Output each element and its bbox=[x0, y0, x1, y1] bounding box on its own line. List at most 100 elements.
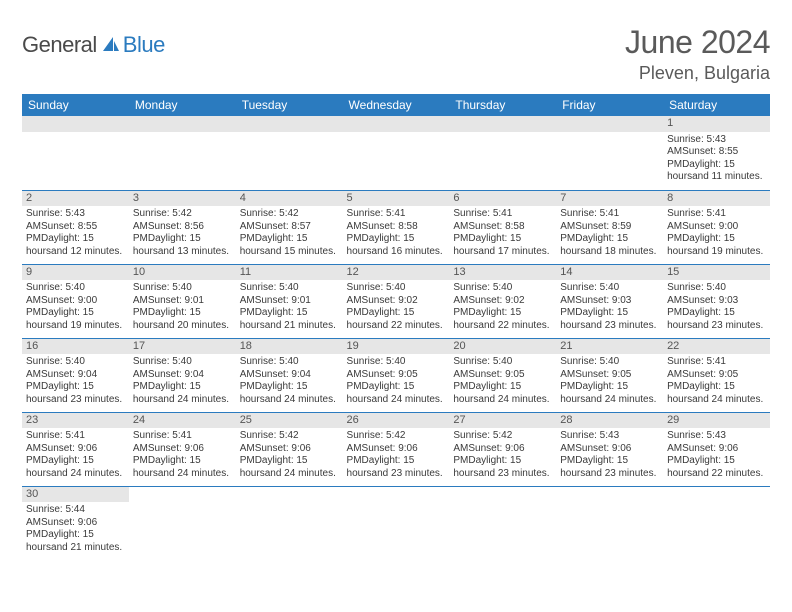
calendar-cell: 19Sunrise: 5:40 AMSunset: 9:05 PMDayligh… bbox=[343, 338, 450, 412]
calendar-table: Sunday Monday Tuesday Wednesday Thursday… bbox=[22, 94, 770, 560]
calendar-cell: 28Sunrise: 5:43 AMSunset: 9:06 PMDayligh… bbox=[556, 412, 663, 486]
title-block: June 2024 Pleven, Bulgaria bbox=[625, 24, 770, 84]
daylight-text: and 23 minutes. bbox=[372, 468, 443, 479]
calendar-cell: 29Sunrise: 5:43 AMSunset: 9:06 PMDayligh… bbox=[663, 412, 770, 486]
logo: General Blue bbox=[22, 32, 165, 58]
day-number: 12 bbox=[343, 265, 450, 281]
calendar-week-row: 1Sunrise: 5:43 AMSunset: 8:55 PMDaylight… bbox=[22, 116, 770, 190]
calendar-cell: 17Sunrise: 5:40 AMSunset: 9:04 PMDayligh… bbox=[129, 338, 236, 412]
day-number: 5 bbox=[343, 191, 450, 207]
day-number: 15 bbox=[663, 265, 770, 281]
day-number: 21 bbox=[556, 339, 663, 355]
day-number: 14 bbox=[556, 265, 663, 281]
calendar-cell: 10Sunrise: 5:40 AMSunset: 9:01 PMDayligh… bbox=[129, 264, 236, 338]
empty-day-strip bbox=[556, 116, 663, 132]
daylight-text: and 24 minutes. bbox=[692, 394, 763, 405]
day-number: 1 bbox=[663, 116, 770, 132]
daylight-text: and 21 minutes. bbox=[51, 542, 122, 553]
header: General Blue June 2024 Pleven, Bulgaria bbox=[22, 24, 770, 84]
daylight-text: and 23 minutes. bbox=[692, 320, 763, 331]
daylight-text: and 13 minutes. bbox=[158, 246, 229, 257]
day-number: 26 bbox=[343, 413, 450, 429]
calendar-cell bbox=[449, 116, 556, 190]
day-number: 24 bbox=[129, 413, 236, 429]
calendar-cell: 3Sunrise: 5:42 AMSunset: 8:56 PMDaylight… bbox=[129, 190, 236, 264]
daylight-text: and 23 minutes. bbox=[51, 394, 122, 405]
daylight-text: and 24 minutes. bbox=[372, 394, 443, 405]
calendar-cell bbox=[129, 486, 236, 560]
daylight-text: and 24 minutes. bbox=[478, 394, 549, 405]
calendar-cell bbox=[343, 116, 450, 190]
daylight-text: and 24 minutes. bbox=[158, 394, 229, 405]
day-number: 23 bbox=[22, 413, 129, 429]
calendar-cell: 18Sunrise: 5:40 AMSunset: 9:04 PMDayligh… bbox=[236, 338, 343, 412]
month-title: June 2024 bbox=[625, 24, 770, 61]
day-number: 16 bbox=[22, 339, 129, 355]
calendar-cell: 20Sunrise: 5:40 AMSunset: 9:05 PMDayligh… bbox=[449, 338, 556, 412]
calendar-cell: 11Sunrise: 5:40 AMSunset: 9:01 PMDayligh… bbox=[236, 264, 343, 338]
daylight-text: and 16 minutes. bbox=[372, 246, 443, 257]
calendar-cell: 22Sunrise: 5:41 AMSunset: 9:05 PMDayligh… bbox=[663, 338, 770, 412]
calendar-cell: 27Sunrise: 5:42 AMSunset: 9:06 PMDayligh… bbox=[449, 412, 556, 486]
day-number: 17 bbox=[129, 339, 236, 355]
calendar-cell: 30Sunrise: 5:44 AMSunset: 9:06 PMDayligh… bbox=[22, 486, 129, 560]
calendar-cell bbox=[449, 486, 556, 560]
calendar-cell bbox=[556, 116, 663, 190]
day-number: 7 bbox=[556, 191, 663, 207]
calendar-cell bbox=[129, 116, 236, 190]
day-header: Thursday bbox=[449, 94, 556, 116]
location: Pleven, Bulgaria bbox=[625, 63, 770, 84]
day-number: 11 bbox=[236, 265, 343, 281]
calendar-cell: 2Sunrise: 5:43 AMSunset: 8:55 PMDaylight… bbox=[22, 190, 129, 264]
logo-sail-icon bbox=[101, 35, 121, 58]
daylight-text: and 24 minutes. bbox=[158, 468, 229, 479]
calendar-cell: 15Sunrise: 5:40 AMSunset: 9:03 PMDayligh… bbox=[663, 264, 770, 338]
calendar-cell: 1Sunrise: 5:43 AMSunset: 8:55 PMDaylight… bbox=[663, 116, 770, 190]
calendar-cell: 5Sunrise: 5:41 AMSunset: 8:58 PMDaylight… bbox=[343, 190, 450, 264]
daylight-text: and 22 minutes. bbox=[372, 320, 443, 331]
calendar-cell: 6Sunrise: 5:41 AMSunset: 8:58 PMDaylight… bbox=[449, 190, 556, 264]
day-number: 20 bbox=[449, 339, 556, 355]
daylight-text: and 17 minutes. bbox=[478, 246, 549, 257]
daylight-text: and 21 minutes. bbox=[265, 320, 336, 331]
daylight-text: and 23 minutes. bbox=[585, 320, 656, 331]
calendar-week-row: 2Sunrise: 5:43 AMSunset: 8:55 PMDaylight… bbox=[22, 190, 770, 264]
daylight-text: and 22 minutes. bbox=[692, 468, 763, 479]
calendar-cell: 13Sunrise: 5:40 AMSunset: 9:02 PMDayligh… bbox=[449, 264, 556, 338]
daylight-text: and 12 minutes. bbox=[51, 246, 122, 257]
calendar-cell: 14Sunrise: 5:40 AMSunset: 9:03 PMDayligh… bbox=[556, 264, 663, 338]
daylight-text: and 18 minutes. bbox=[585, 246, 656, 257]
day-header-row: Sunday Monday Tuesday Wednesday Thursday… bbox=[22, 94, 770, 116]
day-header: Sunday bbox=[22, 94, 129, 116]
calendar-cell: 26Sunrise: 5:42 AMSunset: 9:06 PMDayligh… bbox=[343, 412, 450, 486]
day-number: 29 bbox=[663, 413, 770, 429]
day-header: Saturday bbox=[663, 94, 770, 116]
calendar-cell: 8Sunrise: 5:41 AMSunset: 9:00 PMDaylight… bbox=[663, 190, 770, 264]
day-number: 30 bbox=[22, 487, 129, 503]
daylight-text: and 15 minutes. bbox=[265, 246, 336, 257]
day-number: 19 bbox=[343, 339, 450, 355]
calendar-week-row: 23Sunrise: 5:41 AMSunset: 9:06 PMDayligh… bbox=[22, 412, 770, 486]
daylight-text: and 24 minutes. bbox=[265, 468, 336, 479]
calendar-cell: 4Sunrise: 5:42 AMSunset: 8:57 PMDaylight… bbox=[236, 190, 343, 264]
day-header: Wednesday bbox=[343, 94, 450, 116]
calendar-cell: 23Sunrise: 5:41 AMSunset: 9:06 PMDayligh… bbox=[22, 412, 129, 486]
calendar-week-row: 9Sunrise: 5:40 AMSunset: 9:00 PMDaylight… bbox=[22, 264, 770, 338]
day-number: 8 bbox=[663, 191, 770, 207]
day-number: 10 bbox=[129, 265, 236, 281]
empty-day-strip bbox=[449, 116, 556, 132]
calendar-cell bbox=[236, 486, 343, 560]
logo-text-2: Blue bbox=[123, 32, 165, 58]
day-number: 28 bbox=[556, 413, 663, 429]
calendar-page: General Blue June 2024 Pleven, Bulgaria … bbox=[0, 0, 792, 560]
daylight-text: and 23 minutes. bbox=[478, 468, 549, 479]
empty-day-strip bbox=[236, 116, 343, 132]
day-number: 4 bbox=[236, 191, 343, 207]
day-number: 13 bbox=[449, 265, 556, 281]
empty-day-strip bbox=[129, 116, 236, 132]
calendar-cell bbox=[22, 116, 129, 190]
daylight-text: and 22 minutes. bbox=[478, 320, 549, 331]
calendar-cell: 21Sunrise: 5:40 AMSunset: 9:05 PMDayligh… bbox=[556, 338, 663, 412]
daylight-text: and 24 minutes. bbox=[51, 468, 122, 479]
daylight-text: and 19 minutes. bbox=[692, 246, 763, 257]
